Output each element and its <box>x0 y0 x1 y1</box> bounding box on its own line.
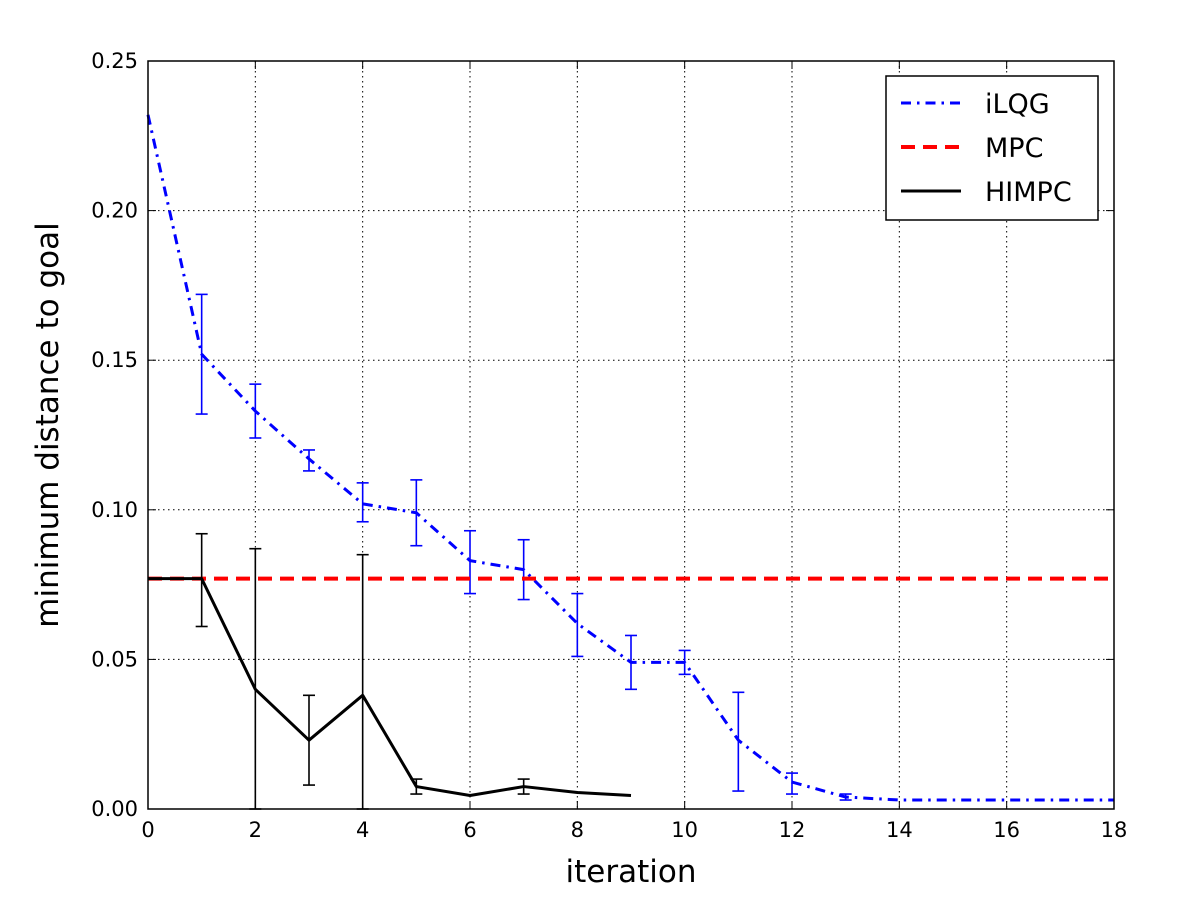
x-tick-label: 14 <box>886 818 913 842</box>
x-tick-label: 8 <box>571 818 584 842</box>
himpc-error-bar <box>517 778 530 795</box>
legend: iLQG MPC HIMPC <box>885 75 1099 221</box>
plot-frame <box>147 60 1115 810</box>
ilqg-error-bar <box>839 793 852 801</box>
y-tick-label: 0.00 <box>91 797 138 821</box>
himpc-error-bar <box>410 778 423 795</box>
x-tick-label: 0 <box>141 818 154 842</box>
x-tick-label: 4 <box>356 818 369 842</box>
legend-item-ilqg: iLQG <box>901 89 1050 120</box>
legend-label: iLQG <box>985 89 1050 120</box>
ilqg-error-bar <box>249 383 262 439</box>
x-tick-label: 12 <box>779 818 806 842</box>
himpc-error-bar <box>303 694 315 786</box>
ilqg-error-bar <box>464 529 476 595</box>
ilqg-error-bar <box>678 649 691 676</box>
ilqg-error-bar <box>195 293 208 415</box>
legend-item-mpc: MPC <box>901 133 1043 164</box>
y-tick-label: 0.05 <box>91 647 138 671</box>
ilqg-error-bar <box>571 592 584 658</box>
himpc-error-bar <box>195 532 208 628</box>
ilqg-error-bar <box>625 634 637 691</box>
y-tick-label: 0.10 <box>91 498 138 522</box>
x-tick-label: 6 <box>463 818 476 842</box>
x-tick-label: 16 <box>993 818 1020 842</box>
ilqg-error-bar <box>517 538 530 601</box>
plot-series <box>146 114 1114 810</box>
y-tick-label: 0.25 <box>91 49 138 73</box>
axis-ticks: 0 2 4 6 8 10 12 14 16 18 0.00 0.05 0.10 0.15 0.20 0.25 <box>91 49 1127 842</box>
y-axis-label: minimum distance to goal <box>30 222 66 627</box>
series-ilqg <box>146 114 1114 802</box>
ilqg-error-bar <box>303 449 315 472</box>
legend-item-himpc: HIMPC <box>901 177 1072 208</box>
y-tick-label: 0.20 <box>91 199 138 223</box>
series-himpc <box>148 532 632 810</box>
ilqg-error-bar <box>786 772 798 795</box>
x-axis-label: iteration <box>566 854 697 890</box>
legend-box <box>885 75 1099 221</box>
ilqg-error-bar <box>356 482 369 523</box>
himpc-line <box>148 577 632 798</box>
ilqg-error-bar <box>732 691 745 792</box>
x-tick-label: 2 <box>249 818 262 842</box>
y-tick-label: 0.15 <box>91 348 138 372</box>
legend-label: HIMPC <box>985 177 1072 208</box>
x-tick-label: 18 <box>1101 818 1128 842</box>
x-tick-label: 10 <box>671 818 698 842</box>
legend-label: MPC <box>985 133 1043 164</box>
ilqg-error-bar <box>410 479 423 547</box>
